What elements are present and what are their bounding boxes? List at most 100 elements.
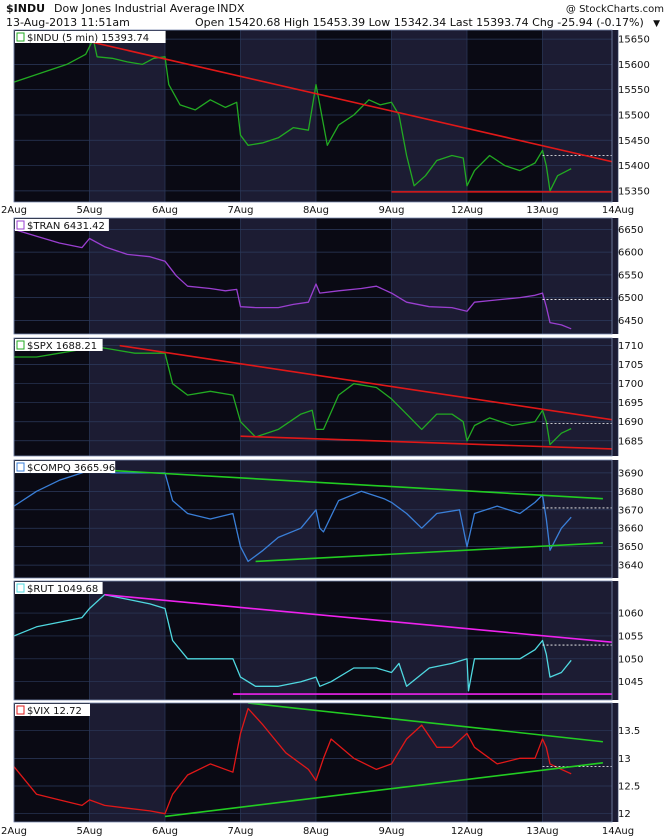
day-shade — [240, 703, 316, 822]
y-tick-label: 1700 — [618, 379, 643, 390]
panel-title: $INDU (5 min) 15393.74 — [27, 33, 149, 44]
y-tick-label: 15650 — [618, 35, 650, 46]
y-tick-label: 6450 — [618, 316, 643, 327]
trendline — [255, 542, 603, 563]
panel-title-box — [15, 339, 103, 351]
panel-title-box — [15, 31, 166, 43]
x-tick-label: 7Aug — [228, 826, 254, 837]
panel-border — [13, 217, 613, 335]
y-tick-label: 15550 — [618, 85, 650, 96]
panel-plot-area — [14, 703, 612, 818]
y-tick-label: 1055 — [618, 631, 643, 642]
y-tick-label: 6600 — [618, 248, 643, 259]
day-shade — [391, 703, 467, 822]
panel-title: $RUT 1049.68 — [27, 584, 98, 595]
y-tick-label: 15400 — [618, 161, 650, 172]
x-tick-label: 8Aug — [303, 205, 329, 216]
y-tick-label: 3660 — [618, 524, 643, 535]
chart-panel: 6450 6500 6550 6600 6650 $TRAN 6431.42 — [13, 217, 643, 335]
x-axes: 2Aug 5Aug 6Aug 7Aug 8Aug 9Aug 12Aug 13Aug 14Aug 2… — [1, 205, 634, 837]
exchange-label: INDX — [217, 2, 245, 15]
trendline — [240, 435, 612, 450]
day-shade — [240, 30, 316, 202]
x-tick-label: 14Aug — [602, 205, 634, 216]
x-tick-label: 2Aug — [1, 205, 27, 216]
series-line — [14, 707, 572, 815]
trendline — [89, 468, 603, 500]
day-shade — [89, 703, 165, 822]
x-tick-label: 9Aug — [379, 205, 405, 216]
y-tick-label: 3680 — [618, 487, 643, 498]
series-legend-icon — [16, 705, 25, 715]
day-shade — [542, 703, 618, 822]
y-tick-label: 13.5 — [618, 726, 640, 737]
day-shade — [391, 460, 467, 578]
day-shade — [542, 581, 618, 700]
x-tick-label: 6Aug — [152, 205, 178, 216]
y-tick-label: 6650 — [618, 225, 643, 236]
x-tick-label: 14Aug — [602, 826, 634, 837]
y-tick-label: 15350 — [618, 186, 650, 197]
trendline — [89, 40, 612, 163]
y-tick-label: 13 — [618, 754, 631, 765]
panel-title: $VIX 12.72 — [27, 706, 82, 717]
x-tick-label: 8Aug — [303, 826, 329, 837]
y-tick-label: 12.5 — [618, 782, 640, 793]
x-tick-label: 12Aug — [451, 205, 483, 216]
y-tick-label: 3640 — [618, 561, 643, 572]
day-shade — [542, 218, 618, 334]
x-tick-label: 12Aug — [451, 826, 483, 837]
panel-border — [13, 29, 613, 203]
y-tick-label: 3650 — [618, 542, 643, 553]
panel-title: $SPX 1688.21 — [27, 341, 97, 352]
x-tick-label: 7Aug — [228, 205, 254, 216]
day-shade — [391, 338, 467, 456]
y-tick-label: 15450 — [618, 136, 650, 147]
y-tick-label: 1695 — [618, 398, 643, 409]
panel-border — [13, 702, 613, 823]
day-shade — [240, 581, 316, 700]
y-tick-label: 15600 — [618, 60, 650, 71]
x-tick-label: 6Aug — [152, 826, 178, 837]
series-line — [14, 594, 572, 692]
series-legend-icon — [16, 583, 25, 593]
series-line — [14, 344, 572, 446]
y-tick-label: 1705 — [618, 360, 643, 371]
day-shade — [391, 30, 467, 202]
day-shade — [89, 581, 165, 700]
y-tick-label: 1685 — [618, 436, 643, 447]
y-tick-label: 1050 — [618, 654, 643, 665]
y-tick-label: 1060 — [618, 609, 643, 620]
y-tick-label: 6500 — [618, 293, 643, 304]
x-tick-label: 5Aug — [77, 826, 103, 837]
series-legend-icon — [16, 462, 25, 472]
panel-title: $TRAN 6431.42 — [27, 221, 105, 232]
y-tick-label: 3670 — [618, 505, 643, 516]
panel-title-box — [15, 582, 103, 594]
trendline — [247, 703, 603, 743]
index-name: Dow Jones Industrial Average — [54, 2, 215, 15]
change-down-icon: ▼ — [653, 19, 660, 29]
x-tick-label: 2Aug — [1, 826, 27, 837]
panel-border — [13, 459, 613, 579]
y-tick-label: 1045 — [618, 677, 643, 688]
panel-plot-area — [14, 468, 612, 563]
y-tick-label: 6550 — [618, 270, 643, 281]
day-shade — [89, 460, 165, 578]
x-tick-label: 5Aug — [77, 205, 103, 216]
panel-title-box — [15, 704, 90, 716]
series-legend-icon — [16, 340, 25, 350]
chart-panel: 15350 15400 15450 15500 15550 15600 15650 $INDU… — [13, 29, 650, 203]
panel-border — [13, 337, 613, 457]
day-shade — [240, 218, 316, 334]
series-legend-icon — [16, 220, 25, 230]
y-tick-label: 15500 — [618, 110, 650, 121]
chart-panel: 12 12.5 13 13.5 $VIX 12.72 — [13, 702, 640, 823]
x-tick-label: 13Aug — [526, 826, 558, 837]
y-tick-label: 1710 — [618, 341, 643, 352]
symbol-label: $INDU — [6, 2, 45, 15]
series-legend-icon — [16, 32, 25, 42]
day-shade — [542, 338, 618, 456]
panel-plot-area — [14, 228, 612, 330]
